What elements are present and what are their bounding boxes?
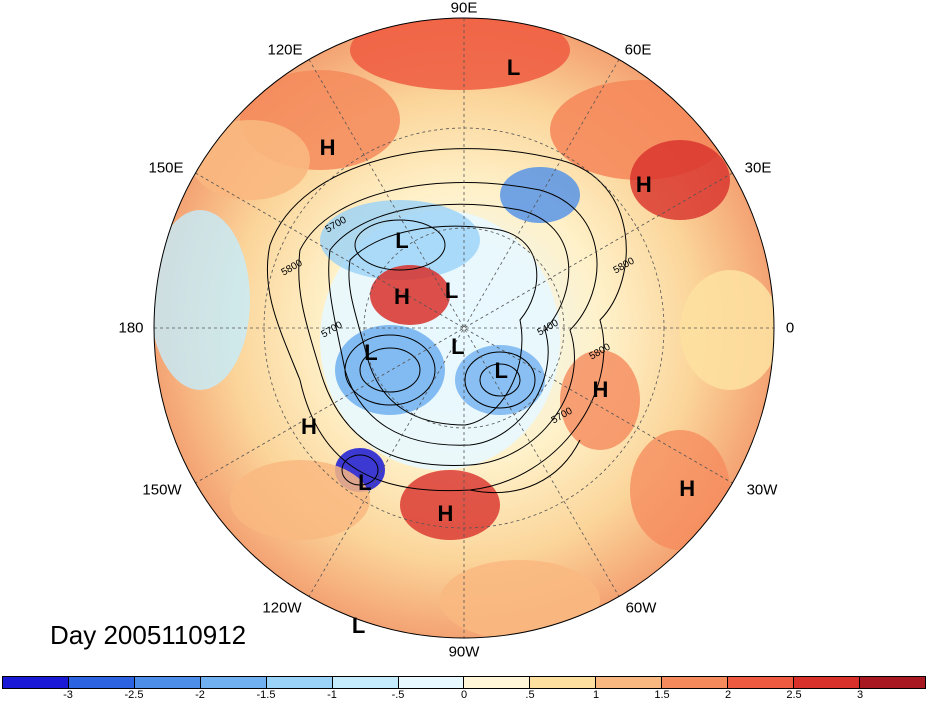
longitude-label-120e: 120E: [267, 41, 303, 59]
longitude-label-60e: 60E: [624, 41, 652, 59]
longitude-label-60w: 60W: [625, 599, 657, 617]
colorbar-tick-label: -2: [195, 689, 205, 701]
colorbar-segment: [530, 677, 597, 688]
colorbar-segment: [266, 677, 333, 688]
colorbar-segment: [134, 677, 201, 688]
colorbar-segment: [596, 677, 663, 688]
high-pressure-marker: H: [319, 135, 336, 161]
high-pressure-marker: H: [301, 414, 317, 440]
colorbar-tick-label: -1.5: [256, 689, 276, 701]
map-boundary: [153, 17, 775, 639]
low-pressure-marker: L: [444, 277, 459, 303]
colorbar-segment: [859, 677, 925, 688]
colorbar-tick-label: -3: [63, 689, 73, 701]
low-pressure-marker: L: [494, 358, 508, 384]
colorbar-tick-label: 2.5: [786, 689, 802, 701]
longitude-label-90e: 90E: [450, 0, 478, 17]
colorbar-tick-label: -2.5: [124, 689, 144, 701]
colorbar-segment: [68, 677, 135, 688]
colorbar-tick-label: 1: [592, 689, 600, 701]
low-pressure-marker: L: [358, 470, 372, 495]
colorbar-segment: [332, 677, 399, 688]
colorbar-segment: [464, 677, 531, 688]
colorbar-segment: [3, 677, 69, 688]
longitude-label-120w: 120W: [262, 599, 302, 617]
low-pressure-marker: L: [395, 228, 409, 254]
longitude-label-30e: 30E: [744, 159, 772, 177]
colorbar-segment: [794, 677, 860, 688]
longitude-label-150w: 150W: [142, 481, 182, 499]
graticule: [154, 18, 774, 638]
longitude-label-90w: 90W: [448, 643, 480, 661]
colorbar-tick-label: -.5: [391, 689, 405, 701]
low-pressure-marker: L: [506, 54, 521, 80]
colorbar-tick-label: 2: [724, 689, 732, 701]
longitude-label-30w: 30W: [746, 481, 778, 499]
high-pressure-marker: H: [592, 377, 609, 402]
colorbar-tick-label: 1.5: [654, 689, 670, 701]
colorbar-segment: [728, 677, 795, 688]
high-pressure-marker: H: [437, 501, 454, 526]
low-pressure-marker: L: [451, 333, 465, 359]
colorbar-tick-label: 3: [856, 689, 864, 701]
colorbar-tick-label: .5: [525, 689, 535, 701]
high-pressure-marker: H: [394, 284, 410, 309]
height-contours: [266, 148, 627, 494]
colorbar-segment: [662, 677, 729, 688]
longitude-label-0: 0: [785, 319, 795, 337]
longitude-label-150e: 150E: [148, 159, 184, 177]
colorbar-segment: [200, 677, 267, 688]
colorbar: [2, 676, 926, 689]
low-pressure-marker: L: [364, 339, 378, 365]
longitude-label-180: 180: [118, 319, 144, 337]
high-pressure-marker: H: [635, 172, 652, 198]
page-title: Day 2005110912: [50, 620, 247, 650]
colorbar-tick-label: -1: [327, 689, 337, 701]
high-pressure-marker: H: [679, 476, 696, 502]
low-pressure-marker: L: [351, 612, 366, 638]
colorbar-segment: [398, 677, 465, 688]
colorbar-tick-label: 0: [460, 689, 468, 701]
